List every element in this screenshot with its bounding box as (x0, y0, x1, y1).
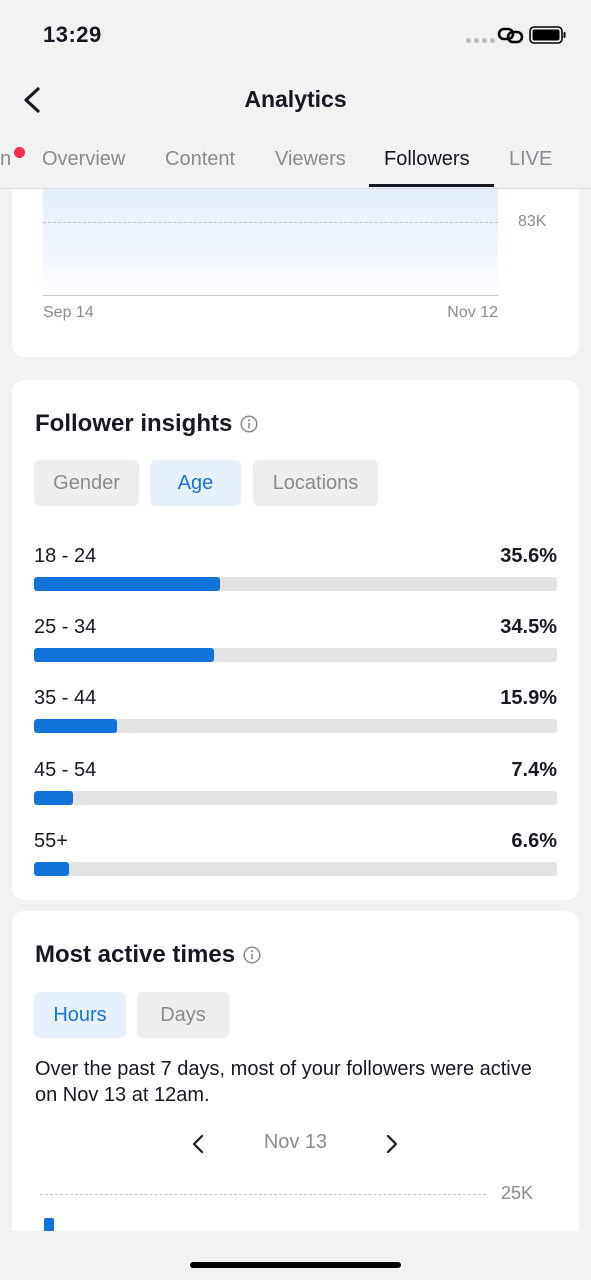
age-row: 25 - 34 34.5% (34, 616, 557, 666)
age-label: 55+ (34, 830, 68, 852)
follower-chart-card: 83K Sep 14 Nov 12 (12, 189, 579, 357)
home-indicator (190, 1262, 401, 1268)
signal-icon (466, 38, 495, 43)
info-icon[interactable] (243, 946, 261, 964)
age-percent: 6.6% (511, 830, 557, 852)
chevron-right-icon[interactable] (384, 1133, 400, 1155)
age-label: 18 - 24 (34, 545, 97, 567)
age-percent: 15.9% (500, 687, 557, 709)
age-bar-fill (34, 862, 69, 876)
most-active-description: Over the past 7 days, most of your follo… (35, 1058, 532, 1106)
header: Analytics (0, 72, 591, 128)
age-bar-fill (34, 719, 118, 733)
age-label: 45 - 54 (34, 759, 97, 781)
chart-x-end-label: Nov 12 (447, 304, 498, 321)
tab-viewers[interactable]: Viewers (275, 148, 346, 170)
date-navigator: Nov 13 (12, 1129, 579, 1159)
hours-chart-y-label: 25K (501, 1183, 534, 1203)
age-bar-track (34, 577, 557, 591)
age-row: 18 - 24 35.6% (34, 545, 557, 595)
tab-live[interactable]: LIVE (509, 148, 553, 170)
age-row: 35 - 44 15.9% (34, 687, 557, 737)
age-percent: 34.5% (500, 616, 557, 638)
most-active-title: Most active times (35, 941, 261, 969)
chip-gender[interactable]: Gender (34, 460, 139, 506)
age-label: 25 - 34 (34, 616, 97, 638)
notification-dot (14, 147, 25, 158)
chip-locations[interactable]: Locations (253, 460, 378, 506)
age-percent: 7.4% (511, 759, 557, 781)
info-icon[interactable] (240, 415, 258, 433)
age-bar-track (34, 719, 557, 733)
hours-chart-bar (44, 1218, 54, 1231)
age-bar-fill (34, 648, 215, 662)
page-title: Analytics (244, 86, 347, 112)
age-label: 35 - 44 (34, 687, 97, 709)
chart-y-label: 83K (518, 213, 547, 230)
age-percent: 35.6% (500, 545, 557, 567)
status-bar: 13:29 (0, 0, 591, 72)
age-bar-track (34, 791, 557, 805)
age-bar-fill (34, 577, 221, 591)
follower-insights-title: Follower insights (35, 410, 258, 438)
battery-icon (529, 26, 566, 44)
back-arrow-icon[interactable] (20, 86, 46, 114)
hours-chart-gridline (40, 1194, 486, 1195)
chip-days[interactable]: Days (137, 992, 229, 1038)
active-tab-indicator (369, 184, 494, 187)
age-bar-fill (34, 791, 73, 805)
tab-overview[interactable]: Overview (42, 148, 126, 170)
chart-gridline (43, 222, 498, 223)
age-bar-track (34, 648, 557, 662)
age-row: 45 - 54 7.4% (34, 759, 557, 809)
follower-chart-area (43, 189, 498, 296)
follower-insights-title-text: Follower insights (35, 410, 233, 437)
most-active-times-card: Most active times Hours Days Over the pa… (12, 911, 579, 1231)
age-row: 55+ 6.6% (34, 830, 557, 880)
tab-content[interactable]: Content (165, 148, 236, 170)
tab-followers[interactable]: Followers (384, 148, 470, 170)
chevron-left-icon[interactable] (190, 1133, 206, 1155)
chart-x-start-label: Sep 14 (43, 304, 94, 321)
most-active-title-text: Most active times (35, 941, 236, 968)
status-time: 13:29 (43, 22, 102, 47)
chip-age[interactable]: Age (150, 460, 241, 506)
link-icon (497, 27, 524, 44)
selected-date: Nov 13 (263, 1131, 328, 1153)
follower-insights-card: Follower insights Gender Age Locations 1… (12, 380, 579, 900)
age-bar-track (34, 862, 557, 876)
tab-partial[interactable]: n (0, 148, 12, 170)
tab-bar: n Overview Content Viewers Followers LIV… (0, 128, 591, 189)
chip-hours[interactable]: Hours (34, 992, 126, 1038)
